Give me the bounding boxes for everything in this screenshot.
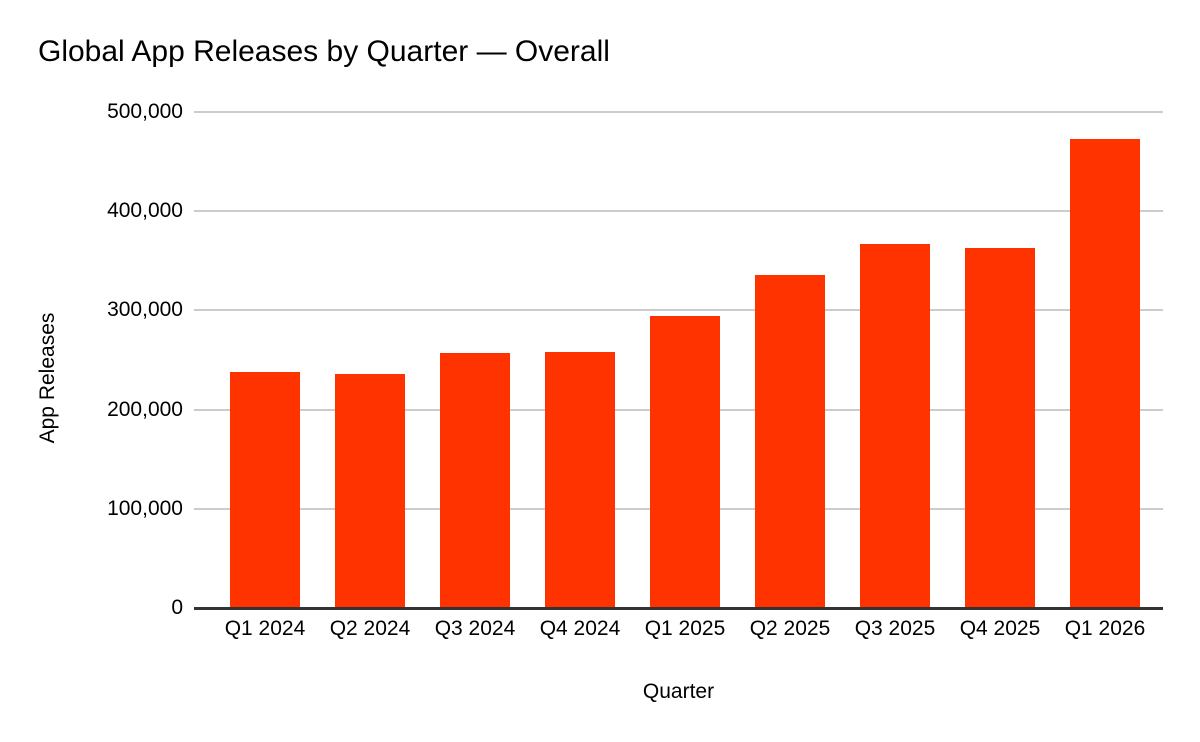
bar-q3-2025 xyxy=(860,244,930,608)
x-tick-label: Q1 2024 xyxy=(224,617,306,640)
x-tick-label: Q2 2024 xyxy=(329,617,411,640)
x-tick-label: Q1 2026 xyxy=(1064,617,1146,640)
bar-q4-2024 xyxy=(545,352,615,608)
plot-area xyxy=(194,111,1163,610)
y-tick-label: 100,000 xyxy=(107,496,183,520)
x-axis-line xyxy=(194,607,1163,610)
y-tick-label: 200,000 xyxy=(107,397,183,421)
gridline xyxy=(194,210,1163,213)
y-axis-tick-labels: 0 100,000 200,000 300,000 400,000 500,000 xyxy=(0,100,183,619)
x-tick-label: Q4 2024 xyxy=(539,617,621,640)
chart-title: Global App Releases by Quarter — Overall xyxy=(38,35,610,68)
bar-q4-2025 xyxy=(965,248,1035,608)
bar-q1-2026 xyxy=(1070,139,1140,608)
gridline xyxy=(194,309,1163,312)
x-tick-label: Q4 2025 xyxy=(959,617,1041,640)
x-tick-label: Q3 2025 xyxy=(854,617,936,640)
x-tick-label: Q1 2025 xyxy=(644,617,726,640)
x-tick-label: Q3 2024 xyxy=(434,617,516,640)
x-axis-tick-labels: Q1 2024 Q2 2024 Q3 2024 Q4 2024 Q1 2025 Q2 20… xyxy=(194,617,1163,643)
y-tick-label: 500,000 xyxy=(107,100,183,123)
gridline xyxy=(194,111,1163,113)
bar-q3-2024 xyxy=(440,353,510,608)
bar-q1-2024 xyxy=(230,372,300,608)
y-tick-label: 300,000 xyxy=(107,298,183,322)
bar-q1-2025 xyxy=(650,316,720,608)
y-tick-label: 400,000 xyxy=(107,199,183,223)
bar-q2-2024 xyxy=(335,374,405,608)
x-axis-title: Quarter xyxy=(642,680,715,703)
bar-q2-2025 xyxy=(755,275,825,608)
x-tick-label: Q2 2025 xyxy=(749,617,831,640)
y-tick-label: 0 xyxy=(171,596,183,619)
